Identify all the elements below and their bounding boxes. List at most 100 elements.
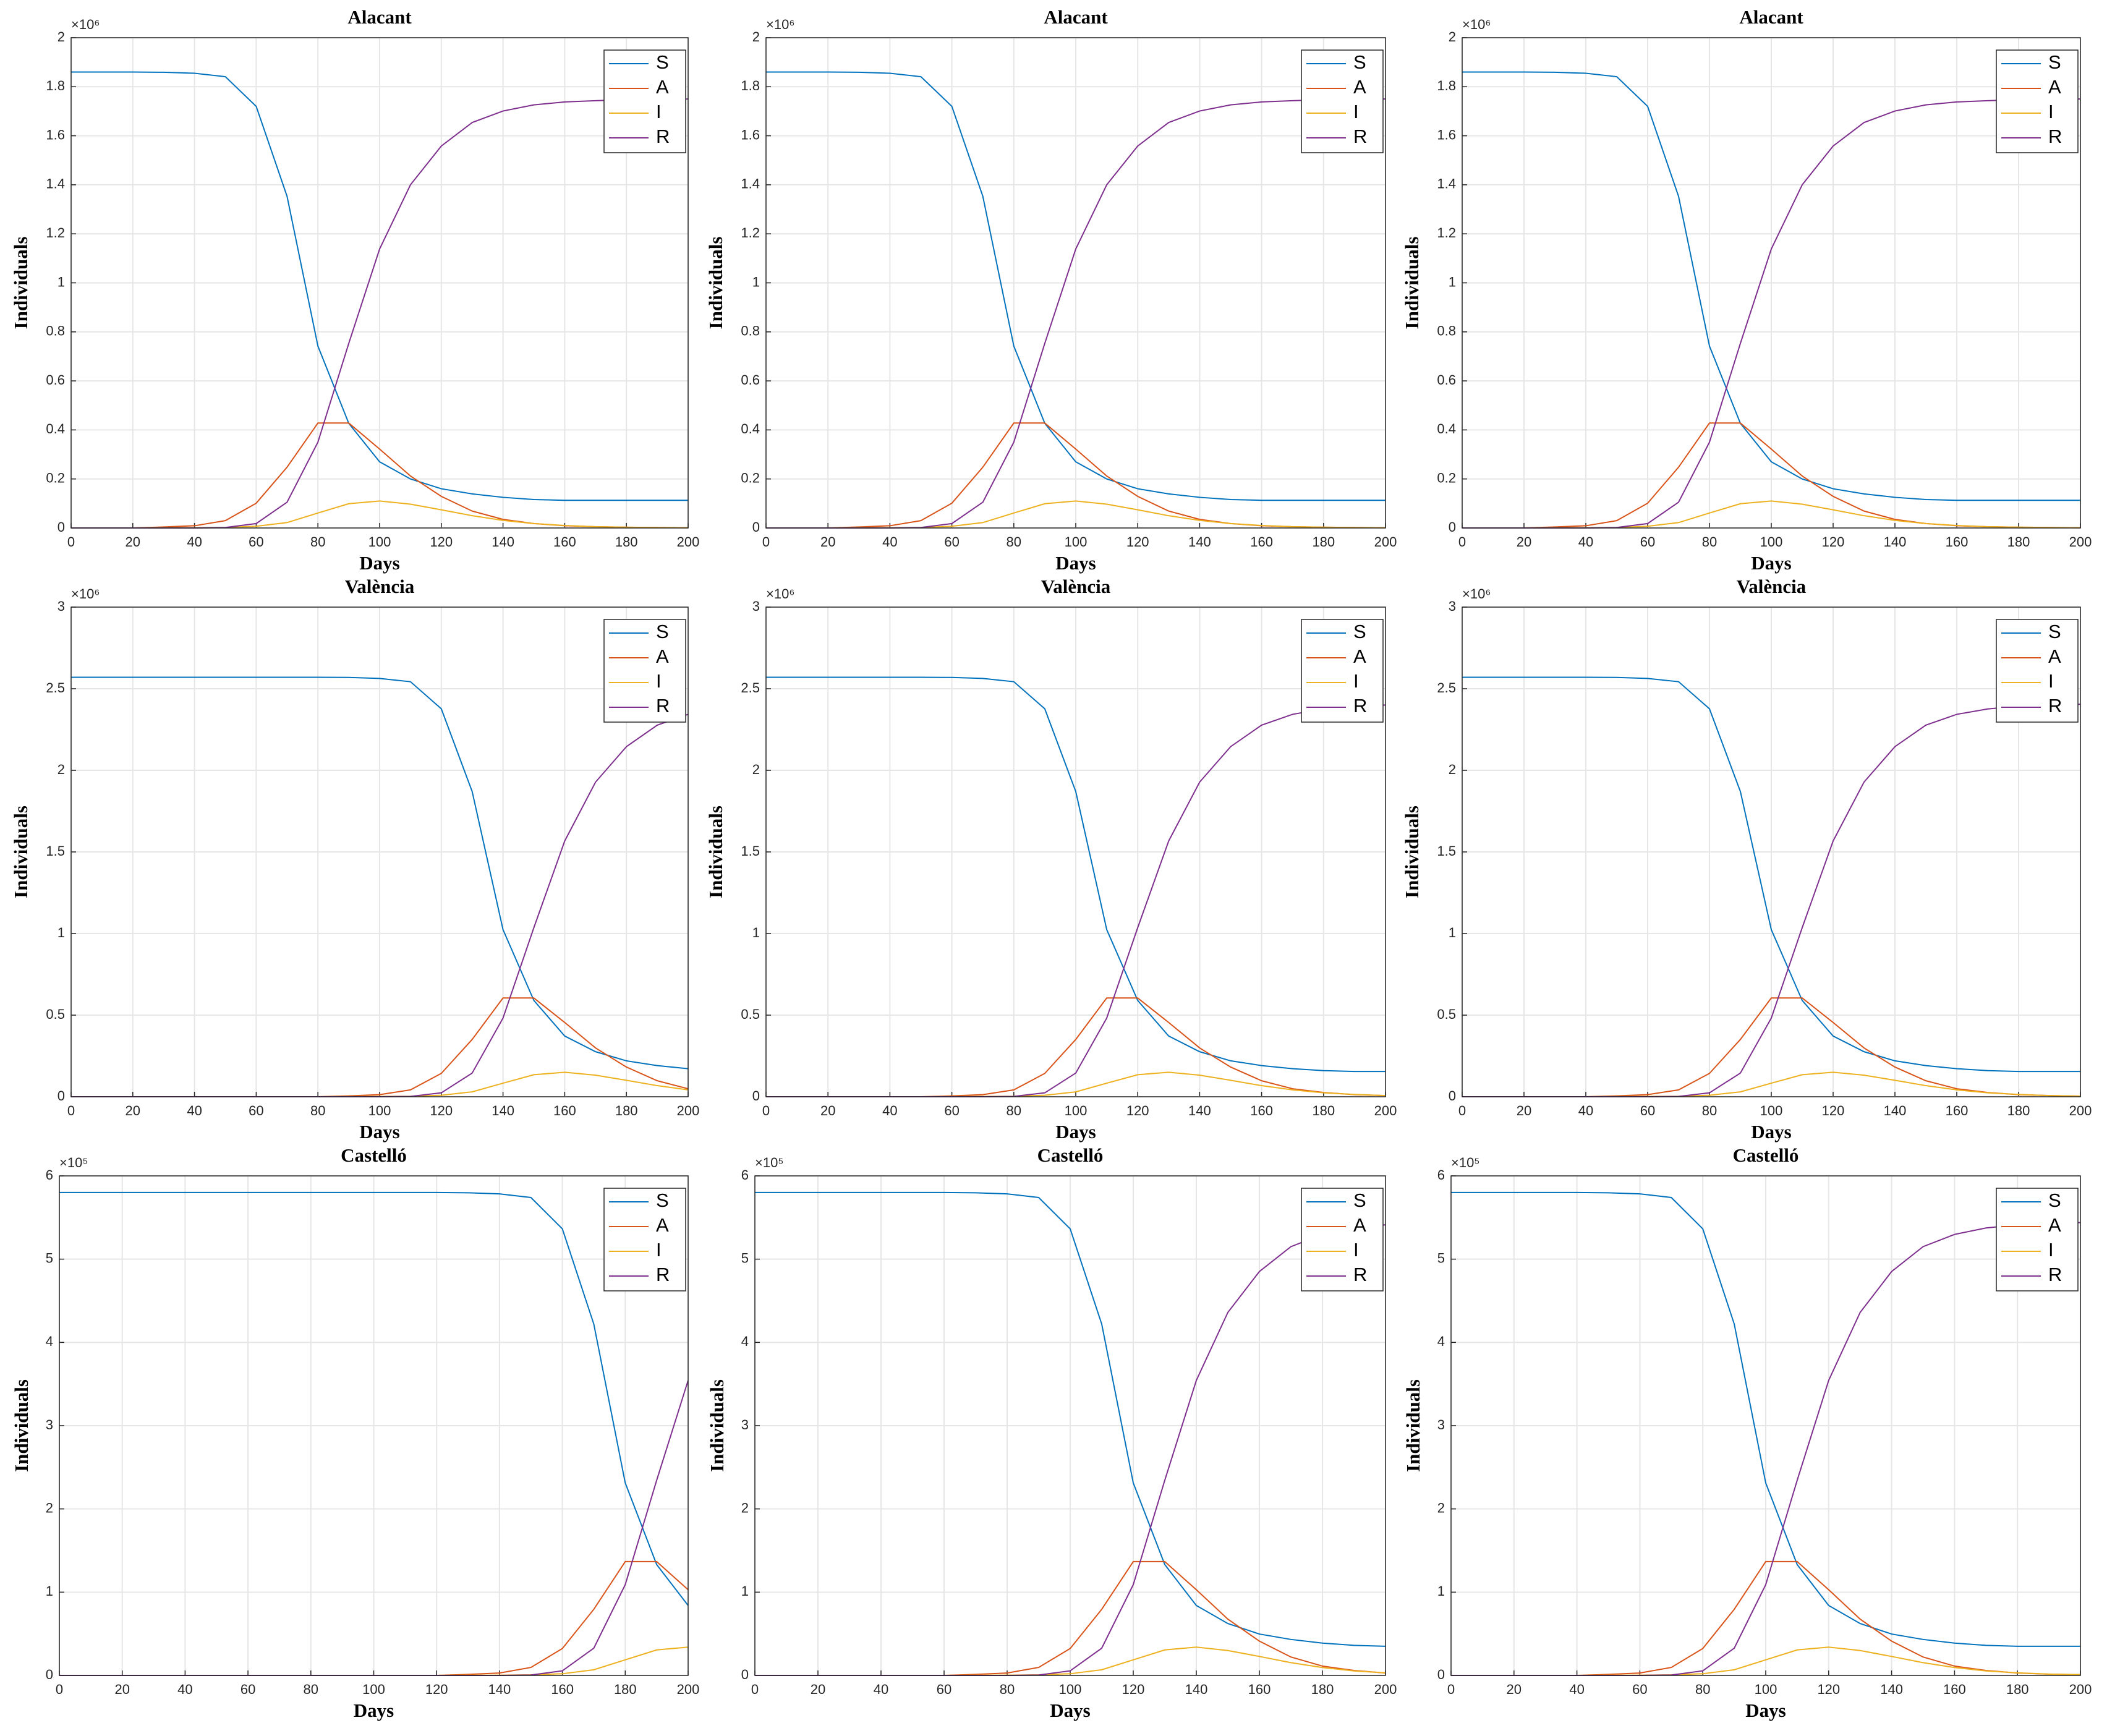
y-tick-label: 1	[1437, 1583, 1445, 1599]
y-tick-label: 0.8	[46, 323, 65, 339]
x-tick-label: 20	[126, 534, 140, 550]
plot-frame	[59, 1175, 689, 1676]
legend-label: I	[2048, 670, 2054, 692]
x-tick-label: 20	[811, 1682, 825, 1697]
series-line	[766, 676, 1386, 1073]
y-exponent: ×10⁶	[766, 586, 794, 602]
y-axis-label: Individuals	[706, 1379, 728, 1472]
x-tick-label: 200	[2069, 1103, 2092, 1118]
legend-box	[1996, 49, 2079, 153]
x-tick-label: 200	[677, 1103, 700, 1118]
x-tick-label: 40	[1569, 1682, 1584, 1697]
legend-label: S	[1353, 51, 1366, 73]
y-tick-label: 4	[741, 1334, 749, 1349]
y-axis-label: Individuals	[705, 237, 726, 330]
y-tick-label: 0	[57, 1088, 65, 1104]
series-line	[755, 1191, 1386, 1647]
y-tick-label: 0.4	[46, 421, 65, 436]
y-tick-label: 0.2	[46, 470, 65, 486]
x-axis-label: Days	[1751, 1121, 1791, 1142]
x-tick-label: 140	[1188, 534, 1211, 550]
x-tick-label: 200	[1374, 1682, 1397, 1697]
legend-label: A	[656, 645, 669, 667]
x-tick-label: 180	[1312, 534, 1335, 550]
y-tick-label: 6	[741, 1167, 749, 1183]
x-tick-label: 0	[762, 534, 770, 550]
x-tick-label: 80	[1007, 534, 1021, 550]
legend-label: I	[656, 1239, 662, 1261]
chart: 0 20 40 60 80 100 120 140 160 180 200 0 0.2 0.4 0.6 0.8…	[10, 6, 699, 574]
x-tick-label: 160	[553, 534, 576, 550]
legend-label: R	[2048, 1264, 2062, 1285]
legend-label: R	[1353, 1264, 1367, 1285]
y-axis-label: Individuals	[11, 1379, 32, 1472]
legend-label: A	[2048, 645, 2061, 667]
x-tick-label: 120	[1126, 1103, 1149, 1118]
x-tick-label: 0	[56, 1682, 63, 1697]
x-tick-label: 20	[126, 1103, 140, 1118]
legend-label: R	[656, 695, 670, 717]
legend-box	[603, 619, 686, 723]
x-tick-label: 100	[368, 534, 391, 550]
x-tick-label: 0	[1458, 1103, 1466, 1118]
series-line	[71, 676, 689, 1070]
x-tick-label: 160	[1943, 1682, 1966, 1697]
y-tick-label: 1.5	[741, 843, 760, 859]
x-tick-label: 80	[310, 1103, 325, 1118]
y-tick-label: 1.4	[741, 176, 760, 192]
y-tick-label: 0.6	[1437, 372, 1456, 388]
y-tick-label: 1.5	[46, 843, 65, 859]
x-tick-label: 160	[551, 1682, 574, 1697]
plot-frame	[765, 37, 1386, 529]
x-tick-label: 160	[1250, 534, 1273, 550]
y-tick-label: 1	[46, 1583, 53, 1599]
y-tick-label: 0	[741, 1667, 749, 1682]
y-tick-label: 0.8	[741, 323, 760, 339]
y-tick-label: 0	[752, 519, 760, 535]
y-axis-label: Individuals	[1402, 1379, 1424, 1472]
x-tick-label: 40	[882, 1103, 897, 1118]
legend-label: S	[1353, 621, 1366, 642]
x-tick-label: 160	[1250, 1103, 1273, 1118]
chart: 0 20 40 60 80 100 120 140 160 180 200 0 0.5 1 1.5 2 2.5 3…	[705, 576, 1397, 1142]
x-tick-label: 160	[1248, 1682, 1271, 1697]
x-tick-label: 100	[1059, 1682, 1082, 1697]
legend-label: I	[1353, 670, 1359, 692]
x-tick-label: 60	[249, 534, 263, 550]
x-tick-label: 0	[67, 1103, 75, 1118]
chart-title: Castelló	[1037, 1144, 1104, 1166]
x-tick-label: 180	[2007, 534, 2030, 550]
y-exponent: ×10⁶	[71, 17, 100, 32]
y-tick-label: 0.5	[1437, 1006, 1456, 1022]
x-tick-label: 140	[1884, 1103, 1907, 1118]
y-tick-label: 1	[57, 925, 65, 940]
x-tick-label: 40	[177, 1682, 192, 1697]
x-axis-label: Days	[1055, 1121, 1096, 1142]
x-tick-label: 0	[1458, 534, 1466, 550]
legend-box	[603, 1188, 686, 1291]
x-tick-label: 100	[1065, 1103, 1088, 1118]
x-tick-label: 20	[820, 534, 835, 550]
x-tick-label: 80	[1695, 1682, 1710, 1697]
y-tick-label: 3	[57, 598, 65, 614]
y-tick-label: 3	[1437, 1417, 1445, 1432]
x-tick-label: 80	[1007, 1103, 1021, 1118]
x-tick-label: 0	[67, 534, 75, 550]
x-tick-label: 120	[430, 1103, 453, 1118]
legend-label: R	[2048, 126, 2062, 147]
y-tick-label: 1.6	[1437, 127, 1456, 142]
x-tick-label: 180	[1311, 1682, 1334, 1697]
legend-label: I	[2048, 1239, 2054, 1261]
x-tick-label: 200	[1374, 1103, 1397, 1118]
y-tick-label: 0.4	[741, 421, 760, 436]
legend-label: A	[2048, 1214, 2061, 1236]
series-line	[71, 71, 688, 501]
legend-label: S	[2048, 1189, 2061, 1211]
